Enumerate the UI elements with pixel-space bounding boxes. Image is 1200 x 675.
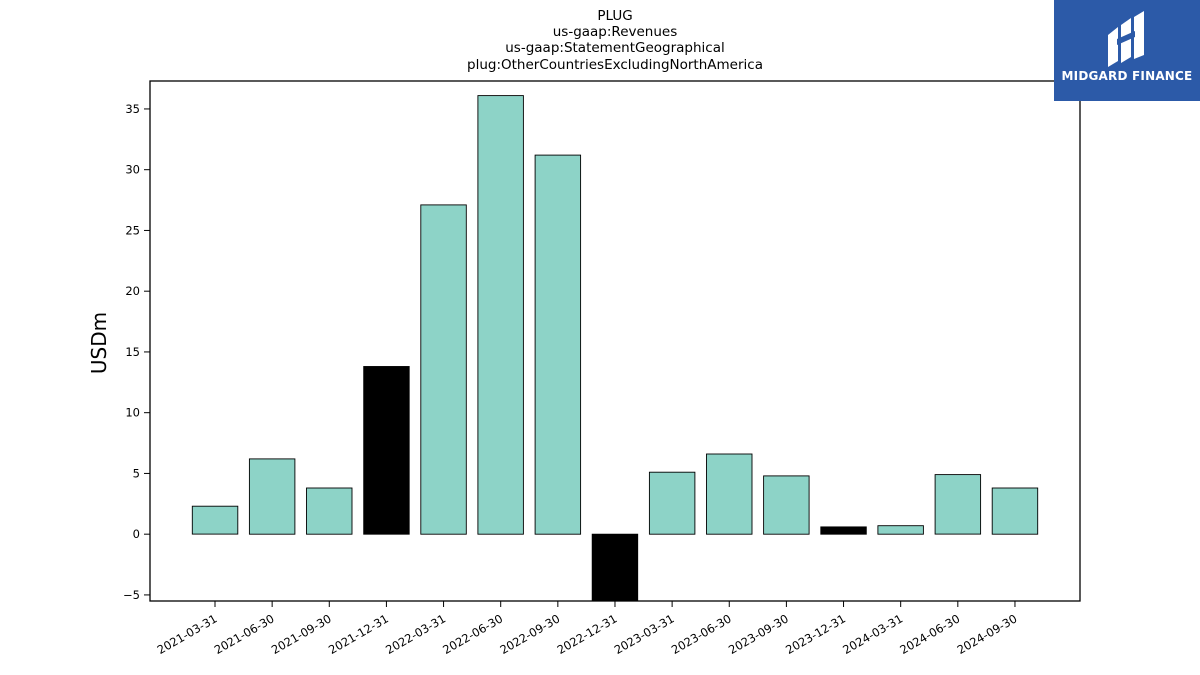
chart-title-line-2: us-gaap:Revenues xyxy=(553,24,678,40)
y-tick-label: 5 xyxy=(133,466,140,480)
y-tick-label: 35 xyxy=(125,102,140,116)
bar-2024-06-30 xyxy=(934,474,982,535)
plot-frame xyxy=(149,80,1081,602)
bar-series xyxy=(191,95,1039,602)
x-tick-label: 2021-03-31 xyxy=(155,611,220,657)
x-tick-label: 2023-03-31 xyxy=(612,611,677,657)
x-tick-label: 2022-09-30 xyxy=(497,611,562,657)
x-tick-label: 2023-09-30 xyxy=(726,611,791,657)
brand-logo: MIDGARD FINANCE xyxy=(1054,0,1200,101)
bar-2023-12-31 xyxy=(820,526,867,535)
x-tick-label: 2024-03-31 xyxy=(840,611,905,657)
y-tick-label: 20 xyxy=(125,284,140,298)
x-tick-label: 2024-09-30 xyxy=(955,611,1020,657)
chart-title-line-1: PLUG xyxy=(597,8,632,24)
y-tick-label: 25 xyxy=(125,223,140,237)
bar-2023-09-30 xyxy=(763,475,810,535)
y-tick-label: 10 xyxy=(125,406,140,420)
x-tick-label: 2024-06-30 xyxy=(897,611,962,657)
y-tick-label: 0 xyxy=(133,527,140,541)
bar-2024-03-31 xyxy=(877,525,924,535)
x-tick-label: 2022-12-31 xyxy=(555,611,620,657)
x-tick-label: 2023-12-31 xyxy=(783,611,848,657)
chart-title-line-4: plug:OtherCountriesExcludingNorthAmerica xyxy=(467,57,763,73)
y-axis-label: USDm xyxy=(87,312,111,374)
bar-2021-09-30 xyxy=(306,487,353,535)
bar-2021-03-31 xyxy=(191,505,239,535)
chart-title-line-3: us-gaap:StatementGeographical xyxy=(505,40,724,56)
x-tick-label: 2023-06-30 xyxy=(669,611,734,657)
x-tick-label: 2022-03-31 xyxy=(383,611,448,657)
bar-2022-12-31 xyxy=(591,533,639,602)
x-tick-label: 2021-12-31 xyxy=(326,611,391,657)
bar-2022-03-31 xyxy=(420,204,467,535)
chart-title: PLUG us-gaap:Revenues us-gaap:StatementG… xyxy=(467,8,763,73)
bar-2024-09-30 xyxy=(991,487,1039,535)
y-axis: −5 0 5 10 15 20 25 30 35 xyxy=(123,102,150,602)
x-tick-label: 2021-09-30 xyxy=(269,611,334,657)
bar-2022-06-30 xyxy=(477,95,524,535)
bar-2021-06-30 xyxy=(248,458,296,535)
bar-2023-06-30 xyxy=(706,453,753,535)
bar-2021-12-31 xyxy=(363,366,410,535)
x-tick-label: 2021-06-30 xyxy=(212,611,277,657)
bar-2023-03-31 xyxy=(648,471,696,535)
logo-mark-icon xyxy=(1108,11,1144,67)
logo-text: MIDGARD FINANCE xyxy=(1061,69,1193,83)
bar-2022-09-30 xyxy=(534,154,582,535)
y-tick-label: −5 xyxy=(123,588,140,602)
x-tick-label: 2022-06-30 xyxy=(440,611,505,657)
y-tick-label: 30 xyxy=(125,163,140,177)
x-axis: 2021-03-312021-06-302021-09-302021-12-31… xyxy=(155,601,1020,657)
y-tick-label: 15 xyxy=(125,345,140,359)
